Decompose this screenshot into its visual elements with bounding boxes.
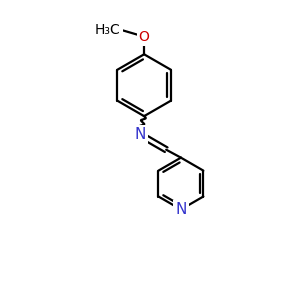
Text: N: N <box>134 127 146 142</box>
Text: H₃C: H₃C <box>95 23 121 37</box>
Text: N: N <box>175 202 187 217</box>
Text: O: O <box>139 30 149 44</box>
